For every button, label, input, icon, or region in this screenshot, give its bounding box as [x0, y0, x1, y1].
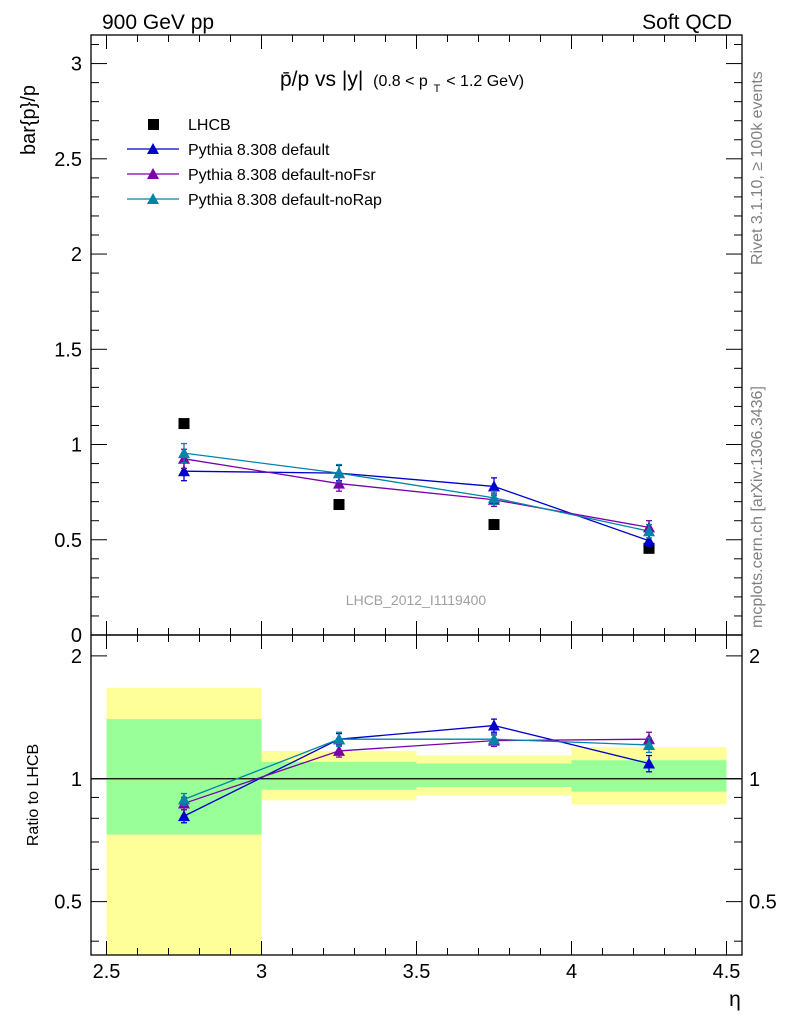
xtick-label-1: 2.5 [93, 961, 121, 983]
main-ytick-label-4: 1.5 [54, 339, 82, 361]
ratio-pythia-8-308-default-point-3 [488, 719, 500, 731]
main-pythia-8-308-default-norap-point-1 [178, 447, 190, 459]
mcplots-label: mcplots.cern.ch [arXiv:1306.3436] [749, 386, 766, 628]
main-panel-axes: 0 0.5 1 1.5 2 2.5 3 [54, 34, 743, 647]
ratio-pythia-8-308-default-nofsr-point-2 [333, 744, 345, 756]
ratio-pythia-8-308-default-norap-point-3 [488, 733, 500, 745]
main-pythia-8-308-default-point-1 [178, 465, 190, 477]
main-ytick-label-5: 2 [71, 244, 82, 266]
legend-pythia-8-308-default-nofsr-label: Pythia 8.308 default-noFsr [188, 167, 376, 184]
main-ytick-label-6: 2.5 [54, 149, 82, 171]
main-series-lines [183, 452, 650, 542]
band-inner-2 [261, 761, 417, 790]
ratio-ytick-label-right-2: 1 [749, 769, 760, 791]
band-inner-3 [416, 763, 572, 787]
ratio-uncertainty-bands [91, 687, 742, 955]
main-title-cut-end: < 1.2 GeV) [446, 73, 524, 90]
main-pythia-8-308-default-norap-line [183, 452, 650, 532]
ratio-ytick-label-left-3: 2 [71, 646, 82, 668]
main-pythia-8-308-default-norap-point-3 [488, 491, 500, 503]
main-title-prefix: p̄/p vs |y| [280, 68, 363, 91]
ratio-pythia-8-308-default-norap-point-4 [643, 738, 655, 750]
legend: LHCB Pythia 8.308 default Pythia 8.308 def… [127, 117, 382, 209]
main-lhcb-point-4 [643, 542, 655, 554]
main-lhcb-point-1 [178, 418, 190, 430]
ratio-xlabel: η [729, 988, 741, 1011]
ratio-pythia-8-308-default-nofsr-line [183, 738, 650, 805]
xtick-label-5: 4.5 [713, 961, 741, 983]
main-pythia-8-308-default-point-4 [643, 534, 655, 546]
legend-pythia-8-308-default-norap-marker [147, 193, 159, 204]
main-ytick-label-7: 3 [71, 54, 82, 76]
main-title-cut: (0.8 < p [373, 73, 428, 90]
legend-lhcb-label: LHCB [188, 117, 231, 134]
ratio-ytick-label-left-2: 1 [71, 769, 82, 791]
main-pythia-8-308-default-line [183, 470, 650, 542]
ratio-pythia-8-308-default-point-1 [178, 810, 190, 822]
ratio-pythia-8-308-default-point-4 [643, 757, 655, 769]
main-pythia-8-308-default-point-3 [488, 480, 500, 492]
ratio-ylabel: Ratio to LHCB [25, 744, 42, 846]
xtick-label-2: 3 [256, 961, 267, 983]
main-title: p̄/p vs |y| (0.8 < p T < 1.2 GeV) [280, 68, 524, 97]
main-ytick-label-2: 0.5 [54, 530, 82, 552]
ratio-ytick-label-right-3: 2 [749, 646, 760, 668]
main-pythia-8-308-default-norap-point-4 [643, 525, 655, 537]
ratio-panel-axes: 0.5 0.5 1 1 2 2 2.5 3 3.5 4 4.5 [54, 634, 777, 983]
rivet-label: Rivet 3.1.10, ≥ 100k events [749, 71, 766, 265]
xtick-label-3: 3.5 [403, 961, 431, 983]
ratio-series-lines [183, 724, 650, 817]
legend-pythia-8-308-default-norap-label: Pythia 8.308 default-noRap [188, 192, 382, 209]
ratio-pythia-8-308-default-norap-point-2 [333, 733, 345, 745]
legend-pythia-8-308-default-nofsr-marker [147, 168, 159, 179]
legend-pythia-8-308-default-label: Pythia 8.308 default [188, 142, 330, 159]
ratio-ytick-label-left-1: 0.5 [54, 892, 82, 914]
main-pythia-8-308-default-nofsr-line [183, 458, 650, 529]
main-ylabel: bar{p}/p [18, 85, 40, 155]
main-pythia-8-308-default-norap-point-2 [333, 467, 345, 479]
legend-lhcb-marker [148, 119, 159, 130]
ratio-series-markers [178, 718, 655, 824]
header-right: Soft QCD [642, 11, 732, 34]
main-ytick-label-1: 0 [71, 625, 82, 647]
ratio-pythia-8-308-default-norap-line [183, 738, 650, 801]
legend-pythia-8-308-default-marker [147, 143, 159, 154]
main-series-markers [178, 418, 655, 554]
main-lhcb-point-3 [488, 519, 500, 531]
xtick-label-4: 4 [566, 961, 577, 983]
header-left: 900 GeV pp [102, 11, 214, 34]
main-pythia-8-308-default-nofsr-point-2 [333, 477, 345, 489]
main-ytick-label-3: 1 [71, 435, 82, 457]
ratio-ytick-label-right-1: 0.5 [749, 892, 777, 914]
main-title-cut-sub: T [434, 83, 441, 95]
ratio-pythia-8-308-default-norap-point-1 [178, 793, 190, 805]
main-lhcb-point-2 [333, 499, 345, 511]
analysis-watermark: LHCB_2012_I1119400 [346, 592, 487, 608]
